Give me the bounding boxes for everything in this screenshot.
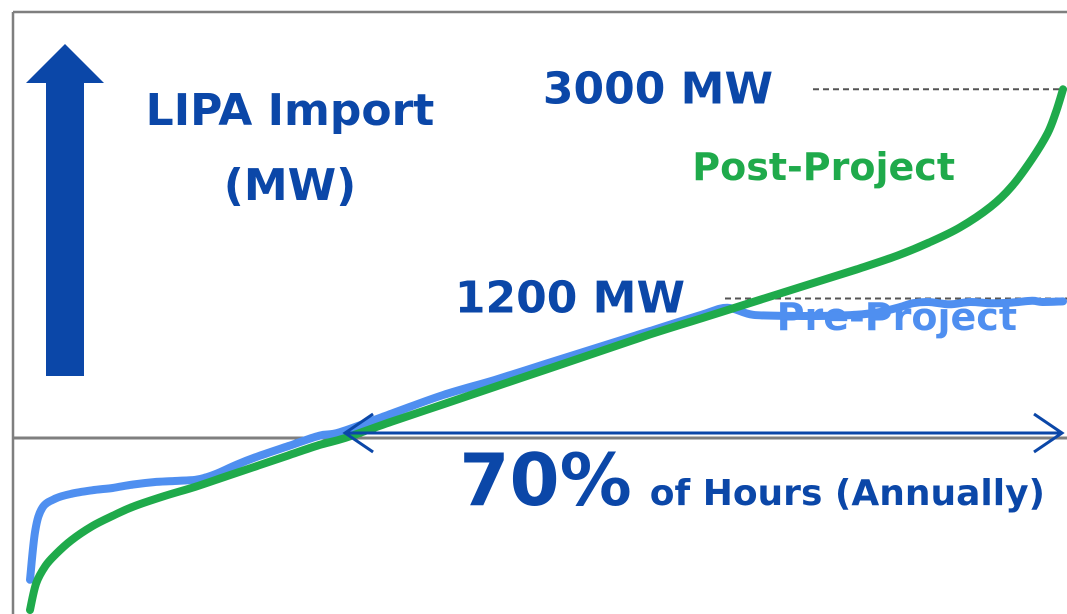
annotation-caption: of Hours (Annually) [650, 473, 1045, 514]
up-arrow-icon [26, 44, 104, 376]
annotation-percent: 70% [459, 438, 631, 522]
y-axis-label-line2: (MW) [224, 160, 357, 211]
double-arrow-icon [342, 412, 1065, 454]
annotation-text: 70% of Hours (Annually) [459, 438, 1045, 522]
reference-label-3000: 3000 MW [543, 63, 773, 114]
series-label-post-project: Post-Project [692, 145, 955, 189]
reference-label-1200: 1200 MW [455, 273, 685, 324]
y-axis-label-line1: LIPA Import [146, 85, 435, 136]
series-line-pre-project [26, 296, 1067, 584]
series-line-post-project [26, 85, 1067, 614]
